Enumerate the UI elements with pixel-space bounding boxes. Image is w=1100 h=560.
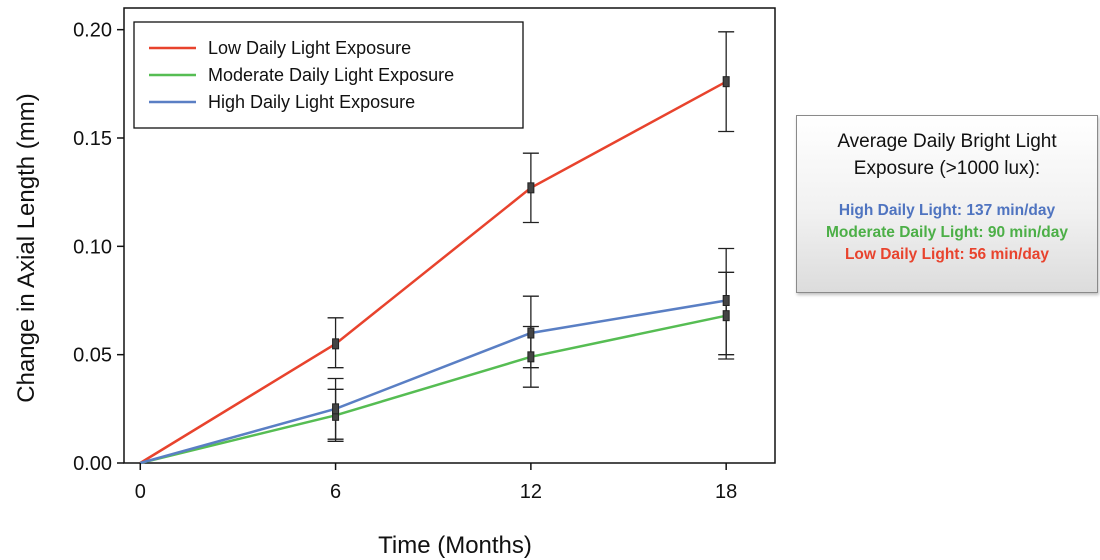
plot-frame	[123, 7, 776, 464]
x-tick-label: 0	[135, 481, 146, 503]
legend-label: Moderate Daily Light Exposure	[208, 65, 454, 85]
y-tick-label: 0.15	[73, 128, 112, 150]
data-point	[527, 351, 535, 363]
legend-label: High Daily Light Exposure	[208, 92, 415, 112]
series-lines	[139, 76, 730, 465]
data-point	[722, 76, 730, 88]
legend-label: Low Daily Light Exposure	[208, 38, 411, 58]
x-tick-label: 18	[715, 481, 737, 503]
series-line-1	[139, 314, 727, 465]
light-exposure-info-box: Average Daily Bright Light Exposure (>10…	[796, 115, 1098, 293]
axes: 0.00 0.05 0.10 0.15 0.20 0 6 12 18	[73, 20, 737, 503]
data-point	[722, 310, 730, 322]
legend-box	[133, 21, 524, 129]
info-line-moderate: Moderate Daily Light: 90 min/day	[825, 224, 1069, 241]
info-box-lines: High Daily Light: 137 min/day Moderate D…	[797, 200, 1097, 266]
y-tick-label: 0.00	[73, 453, 112, 475]
data-point	[332, 403, 340, 415]
data-point	[332, 338, 340, 350]
plot-area	[123, 7, 776, 464]
series-line-2	[139, 299, 727, 465]
info-line-low: Low Daily Light: 56 min/day	[844, 246, 1050, 263]
legend: Low Daily Light Exposure Moderate Daily L…	[133, 21, 524, 129]
y-tick-label: 0.05	[73, 345, 112, 367]
info-line-high: High Daily Light: 137 min/day	[838, 202, 1056, 219]
data-point	[527, 182, 535, 194]
y-axis-title: Change in Axial Length (mm)	[13, 93, 40, 403]
info-box-title: Average Daily Bright Light Exposure (>10…	[837, 131, 1057, 179]
data-point	[722, 295, 730, 306]
y-tick-label: 0.20	[73, 20, 112, 42]
y-tick-label: 0.10	[73, 236, 112, 258]
x-tick-label: 12	[520, 481, 542, 503]
data-point	[527, 327, 535, 339]
x-tick-label: 6	[330, 481, 341, 503]
series-line-0	[139, 80, 727, 465]
x-axis-title: Time (Months)	[378, 532, 532, 559]
axial-length-chart: 0.00 0.05 0.10 0.15 0.20 0 6 12 18 Low Daily Lig…	[13, 7, 776, 559]
